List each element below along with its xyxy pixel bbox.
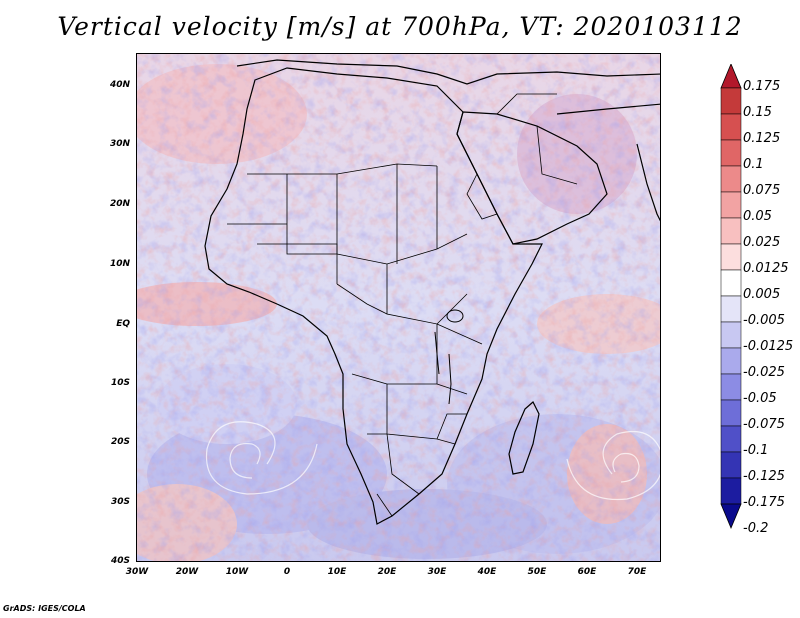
lat-label: 10N xyxy=(109,259,130,269)
colorbar-segment xyxy=(720,295,742,323)
colorbar-level-label: -0.005 xyxy=(743,313,785,328)
lon-label: 10W xyxy=(225,567,249,577)
lat-label: EQ xyxy=(116,319,130,329)
colorbar-segment xyxy=(720,113,742,141)
lon-label: 0 xyxy=(283,567,291,577)
lat-label: 40S xyxy=(110,556,130,566)
country-borders xyxy=(227,93,578,517)
lon-label: 20W xyxy=(175,567,199,577)
colorbar-level-label: 0.05 xyxy=(743,209,772,224)
colorbar-segment xyxy=(720,425,742,453)
lat-label: 30N xyxy=(109,139,130,149)
colorbar-level-label: -0.2 xyxy=(743,521,769,536)
lat-label: 20N xyxy=(109,199,130,209)
lon-label: 60E xyxy=(577,567,597,577)
lat-label: 40N xyxy=(109,80,130,90)
colorbar-segment xyxy=(720,243,742,271)
swirl-left xyxy=(205,421,318,495)
colorbar-level-label: 0.125 xyxy=(743,131,781,146)
lon-label: 50E xyxy=(527,567,547,577)
colorbar-segment xyxy=(720,347,742,375)
field-noise-red xyxy=(137,54,660,561)
lakes xyxy=(434,309,464,405)
credit-text: GrADS: IGES/COLA xyxy=(3,604,86,613)
colorbar-segment xyxy=(720,87,742,115)
colorbar-segment xyxy=(720,191,742,219)
lon-label: 10E xyxy=(327,567,347,577)
colorbar-level-label: 0.005 xyxy=(743,287,781,302)
lon-label: 40E xyxy=(477,567,497,577)
colorbar-segment xyxy=(720,269,742,297)
colorbar-level-label: -0.1 xyxy=(743,443,769,458)
vertical-velocity-map xyxy=(137,54,660,561)
colorbar-segment xyxy=(720,477,742,505)
colorbar-level-label: 0.025 xyxy=(743,235,781,250)
colorbar-level-label: 0.1 xyxy=(743,157,764,172)
lon-label: 30E xyxy=(427,567,447,577)
colorbar-level-label: 0.175 xyxy=(743,79,781,94)
lon-label: 70E xyxy=(627,567,647,577)
colorbar-segment xyxy=(720,373,742,401)
colorbar-min-arrow xyxy=(720,503,742,530)
map-title: Vertical velocity [m/s] at 700hPa, VT: 2… xyxy=(57,12,743,41)
colorbar-max-arrow xyxy=(720,64,742,89)
lat-label: 20S xyxy=(110,437,130,447)
lat-label: 30S xyxy=(110,497,130,507)
colorbar-level-label: -0.0125 xyxy=(743,339,794,354)
colorbar-segment xyxy=(720,451,742,479)
colorbar-segment xyxy=(720,165,742,193)
colorbar-level-label: -0.05 xyxy=(743,391,777,406)
colorbar-segment xyxy=(720,399,742,427)
lon-label: 30W xyxy=(125,567,149,577)
colorbar-level-label: 0.075 xyxy=(743,183,781,198)
colorbar-segment xyxy=(720,321,742,349)
colorbar-segment xyxy=(720,217,742,245)
colorbar-level-label: -0.075 xyxy=(743,417,785,432)
lon-label: 20E xyxy=(377,567,397,577)
colorbar-level-label: 0.0125 xyxy=(743,261,789,276)
lat-label: 10S xyxy=(110,378,130,388)
colorbar-level-label: -0.175 xyxy=(743,495,785,510)
colorbar-segment xyxy=(720,139,742,167)
colorbar xyxy=(720,64,742,530)
colorbar-level-label: -0.125 xyxy=(743,469,785,484)
colorbar-level-label: -0.025 xyxy=(743,365,785,380)
colorbar-level-label: 0.15 xyxy=(743,105,772,120)
swirl-right xyxy=(566,430,660,501)
map-panel xyxy=(136,53,661,562)
